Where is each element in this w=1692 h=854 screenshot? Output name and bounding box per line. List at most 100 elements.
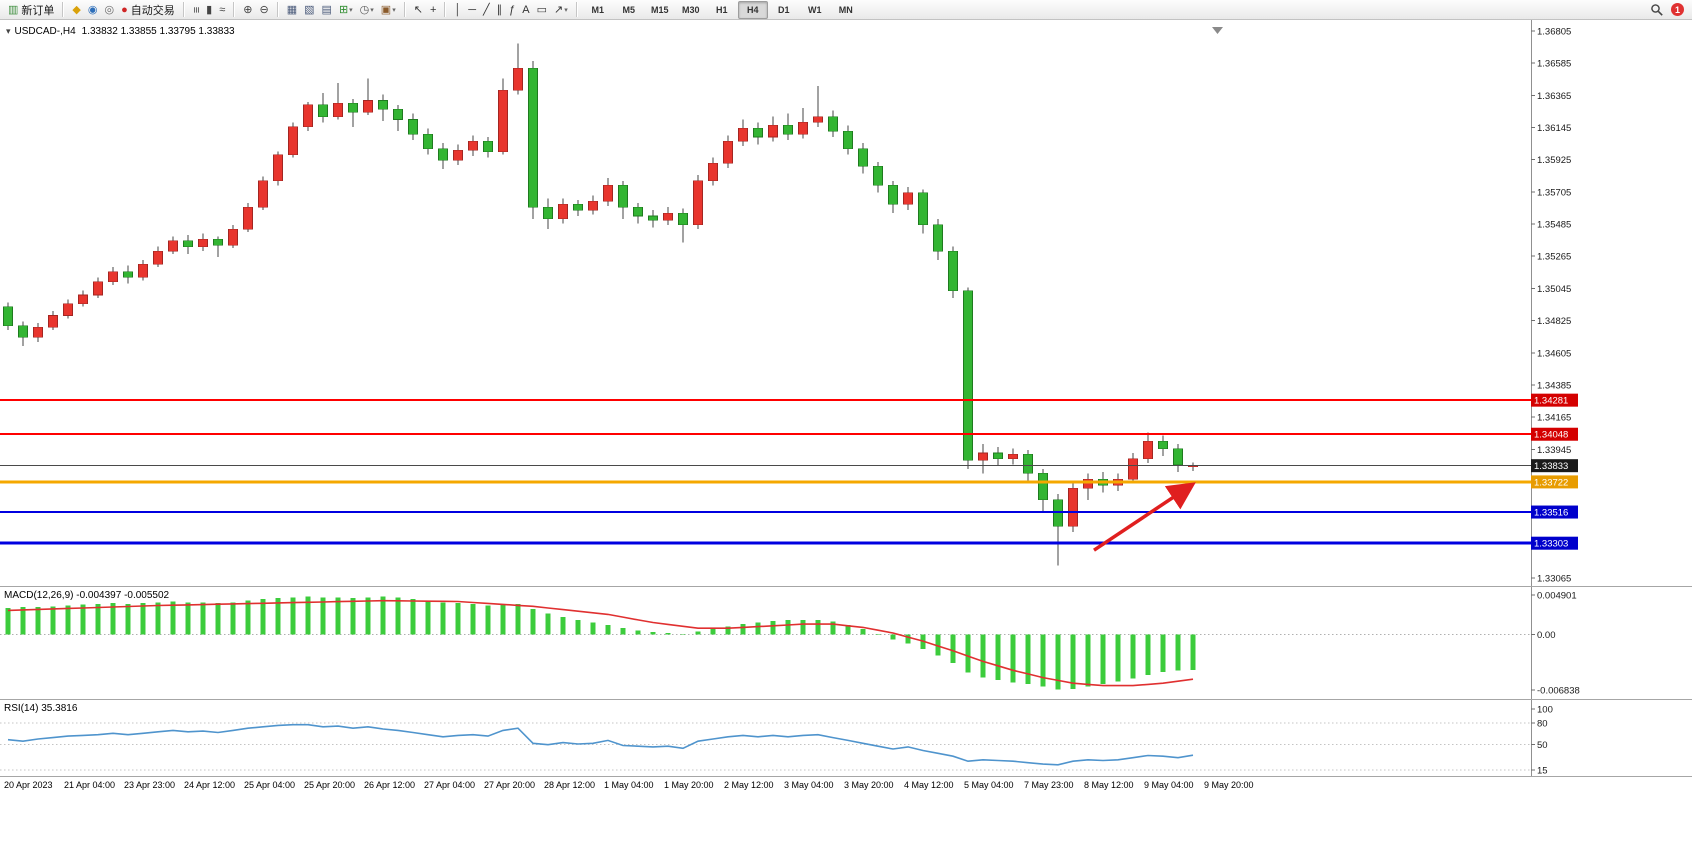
macd-bar — [1130, 634, 1136, 679]
price-chart-canvas[interactable]: 1.36805 1.36585 1.36365 1.36145 1.35925 1.357… — [0, 20, 1692, 586]
indicators-icon[interactable]: ⊞ ▾ — [336, 1, 356, 19]
candle-body-bull — [738, 127, 748, 142]
macd-bar — [1025, 634, 1031, 685]
candle — [1188, 462, 1198, 472]
macd-bar — [860, 628, 866, 635]
price-tag-bg — [1531, 393, 1578, 407]
autotrading-button[interactable]: ● 自动交易 — [118, 1, 178, 19]
macd-bar — [260, 599, 266, 635]
macd-bar — [875, 633, 881, 635]
candle — [603, 177, 613, 206]
candle-body-bear — [618, 185, 628, 208]
cascade-windows-icon[interactable]: ▧ — [301, 1, 317, 19]
new-order-button[interactable]: ▥ 新订单 — [5, 1, 57, 19]
zoom-in-icon[interactable]: ⊕ — [240, 1, 255, 19]
timeframe-d1-button[interactable]: D1 — [778, 4, 790, 15]
candle — [408, 113, 418, 140]
vertical-line-icon[interactable]: │ — [451, 1, 464, 19]
horizontal-line-icon[interactable]: ─ — [465, 1, 479, 19]
rsi-panel-canvas[interactable]: 100 80 50 15 — [0, 700, 1692, 776]
cursor-icon[interactable]: ↖ — [411, 1, 426, 19]
candle-body-bear — [753, 127, 763, 138]
timeframe-h4-button[interactable]: H4 — [737, 0, 768, 19]
candle-body-bull — [813, 116, 823, 123]
candlestick-chart-icon[interactable]: ▮ — [203, 1, 215, 19]
candle-body-bear — [873, 165, 883, 186]
data-window-icon[interactable]: ◉ — [85, 1, 101, 19]
candle — [198, 233, 208, 252]
channel-icon[interactable]: ∥ — [494, 1, 506, 19]
arrows-icon: ↗ — [554, 3, 564, 16]
price-axis[interactable]: 1.36805 1.36585 1.36365 1.36145 1.35925 1.357… — [1531, 27, 1571, 585]
candle — [288, 122, 298, 158]
line-chart-icon[interactable]: ≈ — [216, 1, 228, 19]
candle — [648, 210, 658, 228]
search-icon[interactable] — [1650, 3, 1664, 17]
candle — [753, 122, 763, 145]
arrows-icon[interactable]: ↗ ▾ — [551, 1, 571, 19]
macd-bar — [1160, 634, 1166, 672]
market-watch-icon[interactable]: ◆ — [69, 1, 83, 19]
tile-windows-icon[interactable]: ▦ — [284, 1, 300, 19]
bar-chart-icon[interactable]: ≡ — [190, 1, 202, 19]
time-axis[interactable]: 20 Apr 2023 21 Apr 04:00 23 Apr 23:00 24 Ap… — [0, 777, 1692, 796]
notification-badge[interactable]: 1 — [1671, 3, 1684, 16]
trend-arrow-annotation[interactable] — [1093, 482, 1196, 552]
macd-bar — [785, 620, 791, 635]
navigator-icon[interactable]: ◎ — [101, 1, 117, 19]
toolbar-separator — [182, 2, 185, 17]
vertical-line-icon: │ — [454, 3, 462, 16]
timeframe-h1-button[interactable]: H1 — [716, 4, 728, 15]
time-axis-label: 3 May 20:00 — [844, 780, 894, 790]
chart-shift-marker[interactable] — [1212, 27, 1223, 34]
zoom-out-icon[interactable]: ⊖ — [257, 1, 272, 19]
macd-bar — [650, 632, 656, 635]
macd-bar — [245, 600, 251, 635]
label-icon: ▭ — [536, 3, 548, 16]
candle — [213, 236, 223, 257]
timeframe-w1-button[interactable]: W1 — [808, 4, 822, 15]
time-axis-label: 4 May 12:00 — [904, 780, 954, 790]
periods-icon[interactable]: ◷ ▾ — [357, 1, 377, 19]
candle-body-bear — [1023, 454, 1033, 474]
crosshair-icon[interactable]: + — [427, 1, 439, 19]
panel-resize-handle[interactable] — [0, 776, 1692, 777]
line-chart-icon: ≈ — [219, 3, 226, 16]
label-icon[interactable]: ▭ — [534, 1, 550, 19]
candle — [393, 104, 403, 132]
macd-bar — [920, 634, 926, 650]
rsi-axis[interactable]: 100 80 50 15 — [1531, 704, 1553, 776]
macd-bar — [410, 599, 416, 635]
macd-bar — [1070, 634, 1076, 689]
fibonacci-icon[interactable]: ƒ — [506, 1, 518, 19]
candle — [228, 224, 238, 249]
text-icon[interactable]: A — [519, 1, 532, 19]
candle — [183, 235, 193, 255]
templates-icon[interactable]: ▣ ▾ — [378, 1, 399, 19]
candle — [1158, 435, 1168, 456]
timeframe-m1-button[interactable]: M1 — [591, 4, 605, 15]
arrange-windows-icon[interactable]: ▤ — [319, 1, 335, 19]
time-axis-label: 9 May 20:00 — [1204, 780, 1254, 790]
rsi-axis-label: 80 — [1537, 719, 1548, 730]
panel-resize-handle[interactable] — [0, 699, 1692, 700]
macd-axis[interactable]: 0.004901 0.00 -0.006838 — [1531, 591, 1580, 697]
candle — [3, 302, 13, 331]
panel-resize-handle[interactable] — [0, 586, 1692, 587]
candle-body-bear — [408, 119, 418, 135]
candle-body-bull — [723, 141, 733, 164]
macd-panel-canvas[interactable]: 0.004901 0.00 -0.006838 — [0, 587, 1692, 699]
trendline-icon[interactable]: ╱ — [480, 1, 493, 19]
timeframe-mn-button[interactable]: MN — [838, 4, 853, 15]
timeframe-m15-button[interactable]: M15 — [651, 4, 669, 15]
candle-body-bull — [903, 192, 913, 205]
timeframe-m5-button[interactable]: M5 — [622, 4, 636, 15]
candle — [168, 236, 178, 255]
one-click-trading-toggle[interactable]: ▾ — [6, 26, 11, 36]
support-line-2-price-tag: 1.33303 — [1531, 536, 1578, 550]
candle — [798, 107, 808, 139]
time-axis-label: 1 May 20:00 — [664, 780, 714, 790]
price-axis-label: 1.35925 — [1537, 155, 1571, 166]
candle-body-bull — [588, 201, 598, 211]
timeframe-m30-button[interactable]: M30 — [682, 4, 700, 15]
